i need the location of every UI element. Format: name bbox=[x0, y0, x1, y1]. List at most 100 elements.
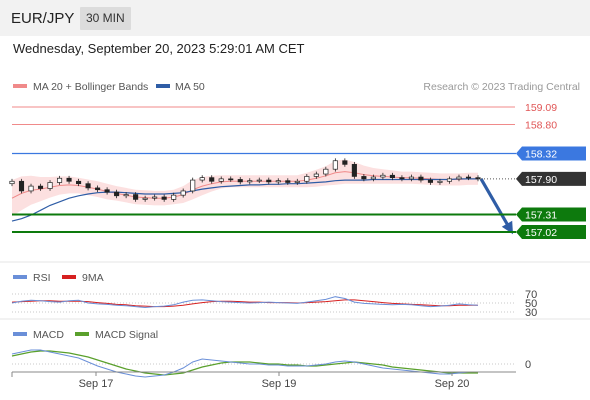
macd-legend-swatch bbox=[13, 332, 27, 336]
candle-body-32 bbox=[313, 173, 319, 177]
bollinger-band bbox=[12, 159, 478, 217]
rsi-ma-line bbox=[11, 299, 478, 308]
candle-body-15 bbox=[152, 196, 158, 199]
macd-signal-line bbox=[11, 350, 478, 376]
candle-body-41 bbox=[399, 177, 405, 180]
candle-body-6 bbox=[66, 177, 72, 182]
candle-body-5 bbox=[57, 177, 63, 183]
x-axis: Sep 17 Sep 19 Sep 20 bbox=[11, 371, 516, 390]
candle-body-39 bbox=[380, 174, 386, 178]
last-price-label: 157.90 bbox=[525, 174, 557, 186]
rsi-level-label-70: 70 bbox=[525, 289, 537, 301]
support-label-5: 157.02 bbox=[525, 227, 557, 239]
candle-body-27 bbox=[266, 179, 272, 183]
rsi-legend: RSI 9MA bbox=[13, 272, 104, 284]
candle-body-48 bbox=[465, 176, 472, 179]
candle-body-4 bbox=[47, 182, 53, 189]
candle-body-23 bbox=[228, 178, 234, 181]
candle-body-19 bbox=[190, 179, 196, 192]
candle-body-33 bbox=[323, 168, 329, 175]
support-badge-5 bbox=[516, 225, 586, 239]
candle-body-47 bbox=[456, 176, 462, 180]
support-badge-4 bbox=[516, 207, 586, 222]
candle-body-37 bbox=[361, 176, 367, 180]
candle-body-46 bbox=[446, 178, 453, 182]
ma20-legend-label: MA 20 + Bollinger Bands bbox=[33, 81, 148, 93]
candle-body-30 bbox=[294, 180, 300, 183]
macd-zero-label: 0 bbox=[525, 359, 531, 371]
rsi-level-label-50: 50 bbox=[525, 298, 537, 310]
candle-body-20 bbox=[199, 177, 205, 181]
candle-body-44 bbox=[427, 179, 433, 183]
ma50-legend-swatch bbox=[156, 84, 170, 88]
instrument-title: EUR/JPY bbox=[11, 10, 75, 27]
candle-body-0 bbox=[9, 180, 15, 185]
ma20-legend-swatch bbox=[13, 84, 27, 88]
timeframe-button[interactable]: 30 MIN bbox=[80, 7, 131, 30]
pivot-label: 158.32 bbox=[525, 148, 557, 160]
resistance-label-0: 159.09 bbox=[525, 102, 557, 114]
rsi-legend-swatch bbox=[13, 275, 27, 279]
x-tick-label-2: Sep 20 bbox=[435, 378, 470, 390]
candle-body-11 bbox=[114, 191, 120, 197]
candle-body-38 bbox=[370, 176, 376, 180]
candle-body-12 bbox=[123, 194, 129, 197]
candle-body-45 bbox=[437, 180, 443, 183]
candle-body-43 bbox=[418, 176, 424, 181]
macd-signal-legend-swatch bbox=[75, 332, 89, 336]
header-bar: EUR/JPY 30 MIN bbox=[0, 0, 590, 36]
candle-body-17 bbox=[171, 194, 177, 200]
candle-body-35 bbox=[342, 160, 348, 165]
x-tick-label-1: Sep 19 bbox=[262, 378, 297, 390]
rsi-legend-label: RSI bbox=[33, 272, 51, 284]
ma50-line bbox=[11, 178, 478, 222]
candle-body-2 bbox=[28, 185, 34, 192]
candle-body-31 bbox=[304, 176, 310, 182]
ma50-legend-label: MA 50 bbox=[175, 81, 205, 93]
candle-body-1 bbox=[18, 180, 25, 192]
candle-body-21 bbox=[209, 177, 215, 182]
macd-legend-label: MACD bbox=[33, 329, 64, 341]
candle-body-10 bbox=[104, 189, 110, 193]
rsi-line bbox=[11, 296, 479, 309]
forecast-arrow-head bbox=[501, 220, 514, 235]
macd-legend: MACD MACD Signal bbox=[13, 329, 158, 341]
last-price-badge bbox=[516, 171, 586, 186]
candle-body-16 bbox=[161, 196, 167, 200]
candle-body-13 bbox=[133, 194, 139, 200]
candle-body-34 bbox=[332, 160, 338, 170]
candle-body-24 bbox=[237, 179, 243, 183]
candle-body-14 bbox=[142, 197, 148, 200]
rsi-level-label-30: 30 bbox=[525, 307, 537, 319]
macd-panel: 0 bbox=[11, 349, 531, 378]
candle-body-36 bbox=[351, 164, 357, 177]
candle-body-42 bbox=[408, 176, 414, 180]
candle-body-40 bbox=[389, 174, 395, 179]
candle-body-28 bbox=[275, 180, 281, 183]
x-tick-label-0: Sep 17 bbox=[79, 378, 114, 390]
candle-body-29 bbox=[285, 180, 291, 183]
research-credit: Research © 2023 Trading Central bbox=[423, 81, 580, 93]
main-legend: MA 20 + Bollinger Bands MA 50 Research ©… bbox=[13, 81, 580, 93]
resistance-label-1: 158.80 bbox=[525, 120, 557, 132]
timestamp: Wednesday, September 20, 2023 5:29:01 AM… bbox=[13, 41, 305, 56]
price-panel bbox=[9, 158, 514, 235]
price-levels: 159.09 158.80 158.32 157.90 157.31 157.02 bbox=[12, 102, 586, 239]
macd-line bbox=[11, 349, 478, 378]
pivot-badge bbox=[516, 146, 586, 161]
candle-body-8 bbox=[85, 183, 91, 189]
rsi-ma-legend-label: 9MA bbox=[82, 272, 104, 284]
forecast-arrow-shaft bbox=[479, 178, 512, 230]
candle-body-26 bbox=[256, 179, 262, 182]
support-label-4: 157.31 bbox=[525, 209, 557, 221]
candle-body-18 bbox=[180, 190, 186, 196]
candle-body-25 bbox=[247, 180, 253, 183]
macd-signal-legend-label: MACD Signal bbox=[95, 329, 158, 341]
candle-body-7 bbox=[76, 180, 82, 185]
rsi-ma-legend-swatch bbox=[62, 275, 76, 279]
candle-body-3 bbox=[37, 185, 44, 189]
candle-body-9 bbox=[95, 187, 101, 191]
candle-body-22 bbox=[218, 178, 224, 182]
